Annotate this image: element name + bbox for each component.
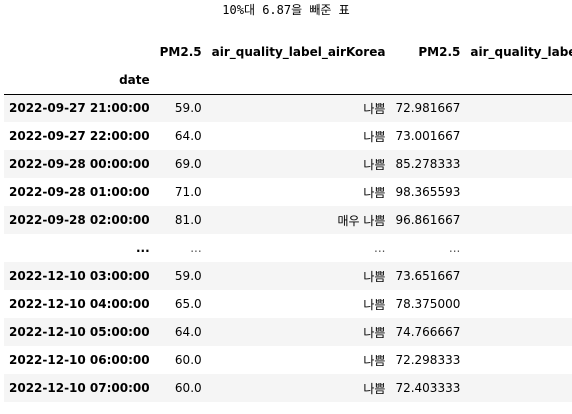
cell-label-airkorea: 나쁨 <box>363 129 386 144</box>
cell-label-oa200: 나쁨 <box>465 346 572 374</box>
cell-label-airkorea: 매우 나쁨 <box>337 213 386 228</box>
cell-pm25-airkorea: 59.0 <box>174 101 202 116</box>
cell-label-airkorea: 나쁨 <box>363 297 386 312</box>
table-row: 2022-12-10 03:00:00 59.0 나쁨 73.651667 나쁨 <box>4 262 572 290</box>
cell-label-oa200: 나쁨 <box>465 122 572 150</box>
cell-pm25-oa200: 98.365593 <box>395 185 461 199</box>
column-header-label-airkorea: air_quality_label_airKorea <box>211 45 386 59</box>
cell-pm25-oa200: 72.981667 <box>395 101 461 116</box>
table-body: 2022-09-27 21:00:0059.0나쁨72.981667나쁨2022… <box>4 94 572 402</box>
cell-pm25-oa200: 78.375000 <box>395 297 461 311</box>
table-row: 2022-09-28 01:00:00 71.0 나쁨 98.365593 매우 나쁨 <box>4 178 572 206</box>
index-name-pad <box>390 66 466 95</box>
table-row: 2022-12-10 04:00:00 65.0 나쁨 78.375000 매우 나쁨 <box>4 290 572 318</box>
cell-label-oa200: 나쁨 <box>465 318 572 346</box>
cell-pm25-airkorea: 59.0 <box>174 269 202 283</box>
index-name-row: date <box>4 66 572 95</box>
table-row: 2022-09-27 22:00:00 64.0 나쁨 73.001667 나쁨 <box>4 122 572 150</box>
cell-pm25-airkorea: ... <box>190 241 202 255</box>
row-index: 2022-09-28 01:00:00 <box>9 185 150 199</box>
cell-label-airkorea: 나쁨 <box>363 269 386 284</box>
cell-label-airkorea: 나쁨 <box>363 325 386 340</box>
index-name: date <box>4 66 155 95</box>
row-index: 2022-09-28 02:00:00 <box>9 213 150 227</box>
cell-pm25-oa200: 74.766667 <box>395 325 461 339</box>
cell-pm25-airkorea: 71.0 <box>174 185 202 199</box>
cell-pm25-airkorea: 65.0 <box>174 297 202 311</box>
cell-pm25-airkorea: 81.0 <box>174 213 202 227</box>
cell-pm25-airkorea: 60.0 <box>174 353 202 367</box>
cell-label-oa200: 매우 나쁨 <box>465 206 572 234</box>
table-row: 2022-12-10 05:00:00 64.0 나쁨 74.766667 나쁨 <box>4 318 572 346</box>
column-header-pm25-oa200: PM2.5 <box>418 45 461 59</box>
cell-pm25-airkorea: 69.0 <box>174 157 202 171</box>
cell-label-airkorea: ... <box>374 241 386 255</box>
cell-pm25-oa200: ... <box>448 241 461 255</box>
cell-pm25-oa200: 73.001667 <box>395 129 461 143</box>
cell-label-airkorea: 나쁨 <box>363 185 386 200</box>
table-header: PM2.5 air_quality_label_airKorea PM2.5 a… <box>4 38 572 95</box>
column-header-pm25: PM2.5 <box>159 45 202 59</box>
row-index: 2022-12-10 06:00:00 <box>9 353 150 367</box>
cell-label-oa200: 매우 나쁨 <box>465 150 572 178</box>
table-row: 2022-12-10 07:00:00 60.0 나쁨 72.403333 나쁨 <box>4 374 572 402</box>
table-row: 2022-09-28 02:00:00 81.0 매우 나쁨 96.861667 매우 … <box>4 206 572 234</box>
index-name-pad <box>465 66 572 95</box>
cell-label-oa200: 매우 나쁨 <box>465 178 572 206</box>
row-index: 2022-09-28 00:00:00 <box>9 157 150 171</box>
cell-pm25-oa200: 72.403333 <box>395 381 461 395</box>
table-caption: 10%대 6.87을 빼준 표 <box>222 3 350 17</box>
cell-label-airkorea: 나쁨 <box>363 157 386 172</box>
row-index: 2022-09-27 22:00:00 <box>9 129 150 143</box>
cell-pm25-oa200: 85.278333 <box>395 157 461 171</box>
cell-label-oa200: ... <box>465 234 572 262</box>
cell-pm25-oa200: 72.298333 <box>395 353 461 367</box>
column-header-label-oa200: air_quality_label_OA200 <box>470 45 572 59</box>
cell-label-oa200: 매우 나쁨 <box>465 290 572 318</box>
row-index: 2022-12-10 03:00:00 <box>9 269 150 283</box>
cell-label-airkorea: 나쁨 <box>363 353 386 368</box>
header-blank <box>4 38 155 66</box>
column-header-row: PM2.5 air_quality_label_airKorea PM2.5 a… <box>4 38 572 66</box>
row-index: 2022-12-10 05:00:00 <box>9 325 150 339</box>
cell-label-oa200: 나쁨 <box>465 262 572 290</box>
cell-pm25-oa200: 73.651667 <box>395 269 461 283</box>
cell-label-airkorea: 나쁨 <box>363 101 386 116</box>
cell-pm25-airkorea: 60.0 <box>174 381 202 395</box>
cell-label-airkorea: 나쁨 <box>363 381 386 396</box>
table-row: 2022-12-10 06:00:00 60.0 나쁨 72.298333 나쁨 <box>4 346 572 374</box>
row-index: 2022-12-10 04:00:00 <box>9 297 150 311</box>
cell-pm25-airkorea: 64.0 <box>174 325 202 339</box>
row-index: ... <box>135 241 150 255</box>
index-name-pad <box>154 66 207 95</box>
table-row: 2022-09-28 00:00:00 69.0 나쁨 85.278333 매우 나쁨 <box>4 150 572 178</box>
cell-pm25-oa200: 96.861667 <box>395 213 461 227</box>
row-index: 2022-09-27 21:00:00 <box>9 101 150 116</box>
table-row: ............... <box>4 234 572 262</box>
index-name-pad <box>206 66 391 95</box>
cell-pm25-airkorea: 64.0 <box>174 129 202 143</box>
dataframe-table: PM2.5 air_quality_label_airKorea PM2.5 a… <box>4 38 572 402</box>
cell-label-oa200: 나쁨 <box>465 374 572 402</box>
row-index: 2022-12-10 07:00:00 <box>9 381 150 395</box>
cell-label-oa200: 나쁨 <box>465 94 572 122</box>
table-row: 2022-09-27 21:00:00 59.0 나쁨 72.981667 나쁨 <box>4 94 572 122</box>
